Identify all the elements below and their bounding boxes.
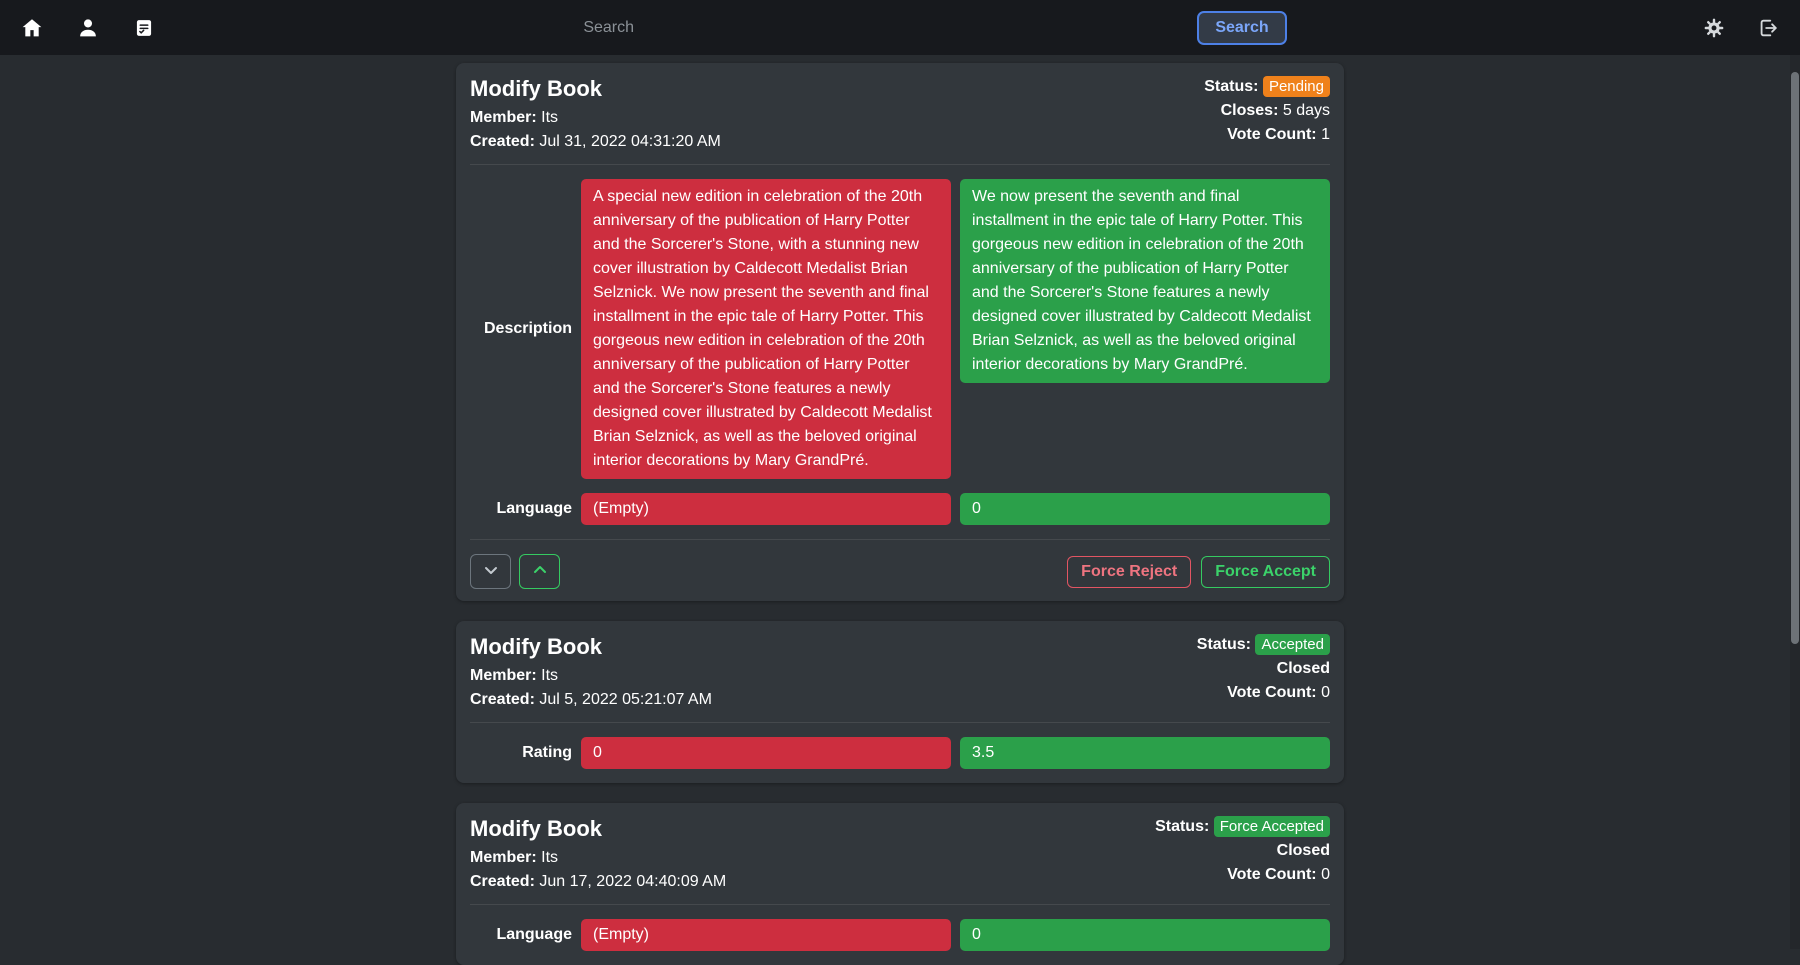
status-label: Status: xyxy=(1197,636,1251,653)
search-input[interactable] xyxy=(571,11,1185,45)
scrollbar-track[interactable] xyxy=(1790,55,1800,949)
vote-count-label: Vote Count: xyxy=(1227,126,1316,143)
created-label: Created: xyxy=(470,873,535,890)
old-value: A special new edition in celebration of … xyxy=(581,179,951,479)
divider xyxy=(470,904,1330,905)
card-title: Modify Book xyxy=(470,75,721,103)
divider xyxy=(470,539,1330,540)
status-label: Status: xyxy=(1204,78,1258,95)
moderator-actions: Force Reject Force Accept xyxy=(1067,556,1330,588)
closes-line: Closes: 5 days xyxy=(1204,99,1330,123)
created-line: Created: Jun 17, 2022 04:40:09 AM xyxy=(470,870,726,894)
new-value: 0 xyxy=(960,919,1330,951)
status-badge: Accepted xyxy=(1255,634,1330,655)
status-badge: Pending xyxy=(1263,76,1330,97)
new-value: 3.5 xyxy=(960,737,1330,769)
diff-row-language: Language (Empty) 0 xyxy=(470,493,1330,525)
new-value: 0 xyxy=(960,493,1330,525)
vote-count-line: Vote Count: 0 xyxy=(1155,863,1330,887)
status-line: Status: Force Accepted xyxy=(1155,815,1330,839)
old-value: 0 xyxy=(581,737,951,769)
nav-left-group xyxy=(20,16,156,40)
scrollbar-thumb[interactable] xyxy=(1791,72,1799,644)
member-value: Its xyxy=(541,109,558,126)
search-form: Search xyxy=(156,11,1702,45)
created-label: Created: xyxy=(470,691,535,708)
card-header: Modify Book Member: Its Created: Jul 5, … xyxy=(470,633,1330,712)
field-label: Description xyxy=(470,317,572,341)
home-icon[interactable] xyxy=(20,16,44,40)
diff-row-rating: Rating 0 3.5 xyxy=(470,737,1330,769)
vote-count-value: 0 xyxy=(1321,866,1330,883)
diff-row-language: Language (Empty) 0 xyxy=(470,919,1330,951)
member-label: Member: xyxy=(470,849,537,866)
divider xyxy=(470,722,1330,723)
user-icon[interactable] xyxy=(76,16,100,40)
force-accept-button[interactable]: Force Accept xyxy=(1201,556,1330,588)
card-header-left: Modify Book Member: Its Created: Jul 31,… xyxy=(470,75,721,154)
card-header-left: Modify Book Member: Its Created: Jul 5, … xyxy=(470,633,712,712)
new-value: We now present the seventh and final ins… xyxy=(960,179,1330,383)
closes-label: Closes: xyxy=(1221,102,1279,119)
gear-icon[interactable] xyxy=(1702,16,1726,40)
vote-count-value: 0 xyxy=(1321,684,1330,701)
status-line: Status: Pending xyxy=(1204,75,1330,99)
member-line: Member: Its xyxy=(470,846,726,870)
old-value: (Empty) xyxy=(581,493,951,525)
vote-card-force-accepted: Modify Book Member: Its Created: Jun 17,… xyxy=(456,803,1344,965)
created-label: Created: xyxy=(470,133,535,150)
vote-up-button[interactable] xyxy=(519,554,560,589)
card-header-left: Modify Book Member: Its Created: Jun 17,… xyxy=(470,815,726,894)
member-label: Member: xyxy=(470,667,537,684)
member-value: Its xyxy=(541,667,558,684)
card-header: Modify Book Member: Its Created: Jul 31,… xyxy=(470,75,1330,154)
ballot-check-icon[interactable] xyxy=(132,16,156,40)
vote-count-label: Vote Count: xyxy=(1227,684,1316,701)
card-header-right: Status: Pending Closes: 5 days Vote Coun… xyxy=(1204,75,1330,154)
field-label: Language xyxy=(470,923,572,947)
vote-down-button[interactable] xyxy=(470,554,511,589)
vote-card-pending: Modify Book Member: Its Created: Jul 31,… xyxy=(456,63,1344,601)
card-footer: Force Reject Force Accept xyxy=(470,554,1330,589)
closes-value: 5 days xyxy=(1283,102,1330,119)
vote-count-line: Vote Count: 0 xyxy=(1197,681,1330,705)
card-title: Modify Book xyxy=(470,815,726,843)
created-value: Jul 5, 2022 05:21:07 AM xyxy=(539,691,712,708)
card-header-right: Status: Force Accepted Closed Vote Count… xyxy=(1155,815,1330,894)
status-badge: Force Accepted xyxy=(1214,816,1330,837)
closed-line: Closed xyxy=(1155,839,1330,863)
member-value: Its xyxy=(541,849,558,866)
chevron-down-icon xyxy=(483,562,499,581)
search-button[interactable]: Search xyxy=(1197,11,1286,45)
created-value: Jun 17, 2022 04:40:09 AM xyxy=(539,873,726,890)
vote-button-group xyxy=(470,554,560,589)
logout-icon[interactable] xyxy=(1756,16,1780,40)
card-header: Modify Book Member: Its Created: Jun 17,… xyxy=(470,815,1330,894)
created-line: Created: Jul 31, 2022 04:31:20 AM xyxy=(470,130,721,154)
top-navbar: Search xyxy=(0,0,1800,55)
member-label: Member: xyxy=(470,109,537,126)
old-value: (Empty) xyxy=(581,919,951,951)
divider xyxy=(470,164,1330,165)
vote-card-accepted: Modify Book Member: Its Created: Jul 5, … xyxy=(456,621,1344,783)
chevron-up-icon xyxy=(532,562,548,581)
closed-line: Closed xyxy=(1197,657,1330,681)
field-label: Language xyxy=(470,497,572,521)
card-title: Modify Book xyxy=(470,633,712,661)
card-header-right: Status: Accepted Closed Vote Count: 0 xyxy=(1197,633,1330,712)
diff-row-description: Description A special new edition in cel… xyxy=(470,179,1330,479)
vote-list: Modify Book Member: Its Created: Jul 31,… xyxy=(456,55,1344,965)
force-reject-button[interactable]: Force Reject xyxy=(1067,556,1191,588)
nav-right-group xyxy=(1702,16,1780,40)
created-line: Created: Jul 5, 2022 05:21:07 AM xyxy=(470,688,712,712)
member-line: Member: Its xyxy=(470,664,712,688)
status-label: Status: xyxy=(1155,818,1209,835)
field-label: Rating xyxy=(470,741,572,765)
member-line: Member: Its xyxy=(470,106,721,130)
created-value: Jul 31, 2022 04:31:20 AM xyxy=(539,133,720,150)
status-line: Status: Accepted xyxy=(1197,633,1330,657)
vote-count-label: Vote Count: xyxy=(1227,866,1316,883)
vote-count-line: Vote Count: 1 xyxy=(1204,123,1330,147)
vote-count-value: 1 xyxy=(1321,126,1330,143)
